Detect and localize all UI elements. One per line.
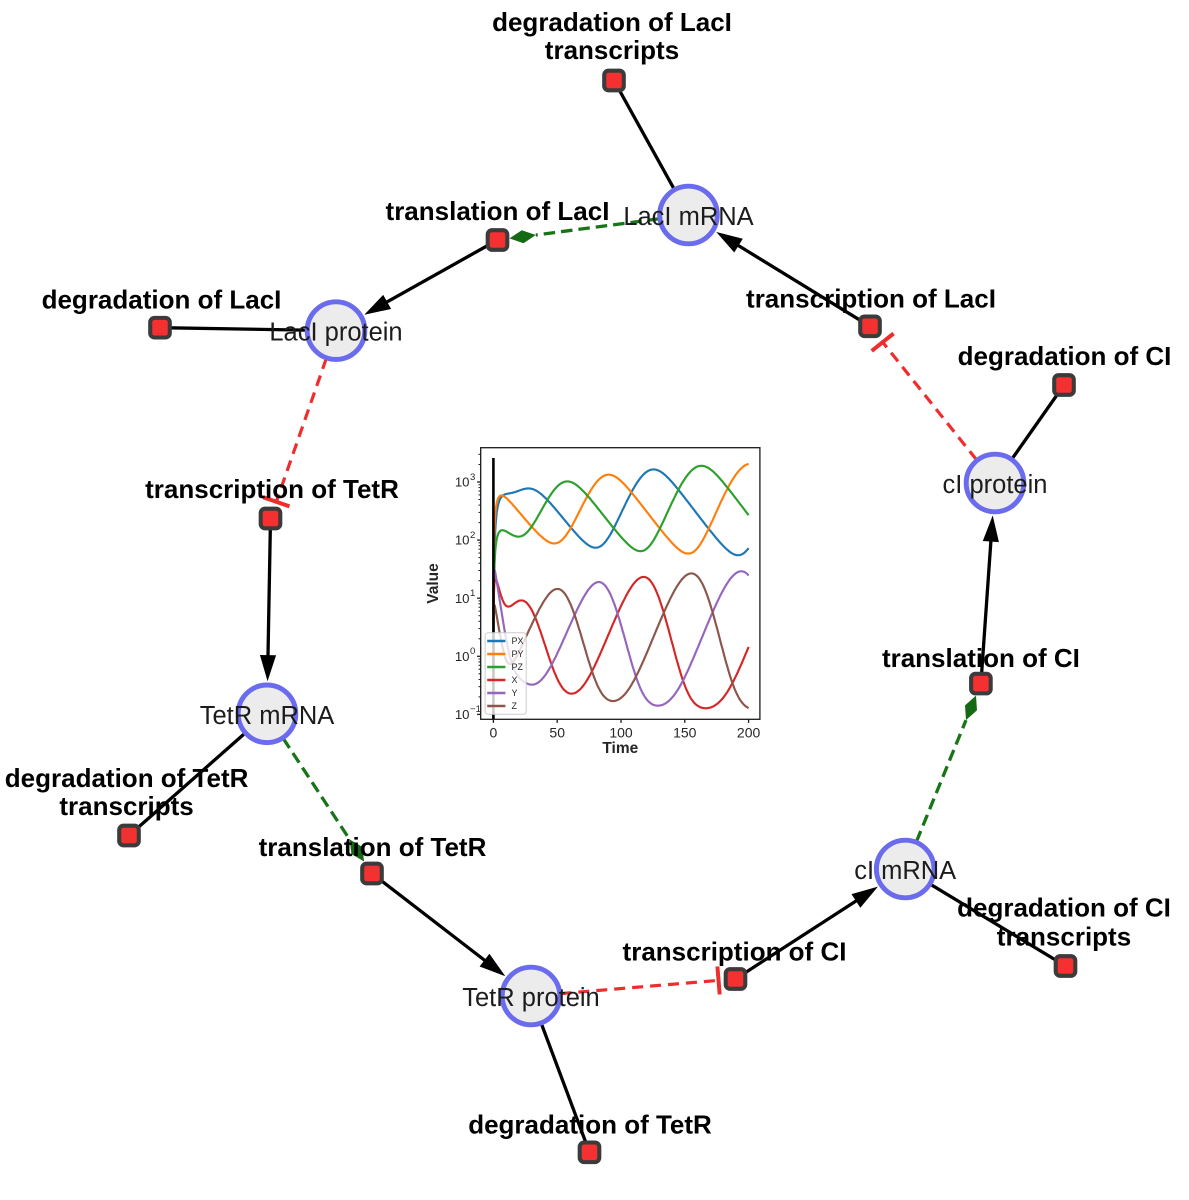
svg-text:−1: −1 [470,704,481,715]
svg-text:1: 1 [470,588,475,599]
svg-text:Y: Y [512,688,518,698]
svg-text:Z: Z [512,701,518,711]
svg-text:translation of LacI: translation of LacI [386,196,610,226]
svg-text:2: 2 [470,530,475,541]
svg-text:50: 50 [549,724,565,740]
svg-text:degradation of CI: degradation of CI [958,341,1172,371]
svg-text:0: 0 [490,724,498,740]
svg-text:TetR protein: TetR protein [462,984,600,1012]
svg-text:degradation of CI: degradation of CI [957,893,1171,923]
svg-text:degradation of LacI: degradation of LacI [42,285,282,315]
svg-text:200: 200 [737,724,761,740]
svg-text:Time: Time [602,740,638,757]
svg-text:LacI mRNA: LacI mRNA [623,203,753,231]
svg-text:transcription of TetR: transcription of TetR [145,474,399,504]
svg-text:TetR mRNA: TetR mRNA [200,702,335,730]
svg-text:PZ: PZ [512,662,524,672]
svg-text:cI mRNA: cI mRNA [854,857,956,885]
svg-text:10: 10 [455,591,470,606]
svg-text:PY: PY [512,649,524,659]
svg-text:X: X [512,675,518,685]
svg-text:PX: PX [512,636,524,646]
svg-text:transcripts: transcripts [997,922,1131,952]
svg-text:0: 0 [470,646,475,657]
svg-text:10: 10 [455,649,470,664]
svg-text:Value: Value [425,563,442,604]
svg-text:LacI protein: LacI protein [269,319,402,347]
svg-text:degradation of TetR: degradation of TetR [5,763,249,793]
svg-text:150: 150 [673,724,697,740]
svg-text:10: 10 [455,533,470,548]
svg-text:transcripts: transcripts [59,791,193,821]
svg-text:cI protein: cI protein [943,471,1048,499]
svg-text:translation of TetR: translation of TetR [259,832,487,862]
svg-text:transcription of CI: transcription of CI [623,937,847,967]
svg-text:degradation of TetR: degradation of TetR [468,1110,712,1140]
svg-text:10: 10 [455,707,470,722]
svg-text:transcripts: transcripts [545,35,679,65]
svg-text:transcription of LacI: transcription of LacI [746,284,996,314]
svg-text:100: 100 [609,724,633,740]
svg-text:3: 3 [470,472,475,483]
svg-text:degradation of LacI: degradation of LacI [492,7,732,37]
svg-text:translation of CI: translation of CI [882,643,1080,673]
svg-text:10: 10 [455,475,470,490]
